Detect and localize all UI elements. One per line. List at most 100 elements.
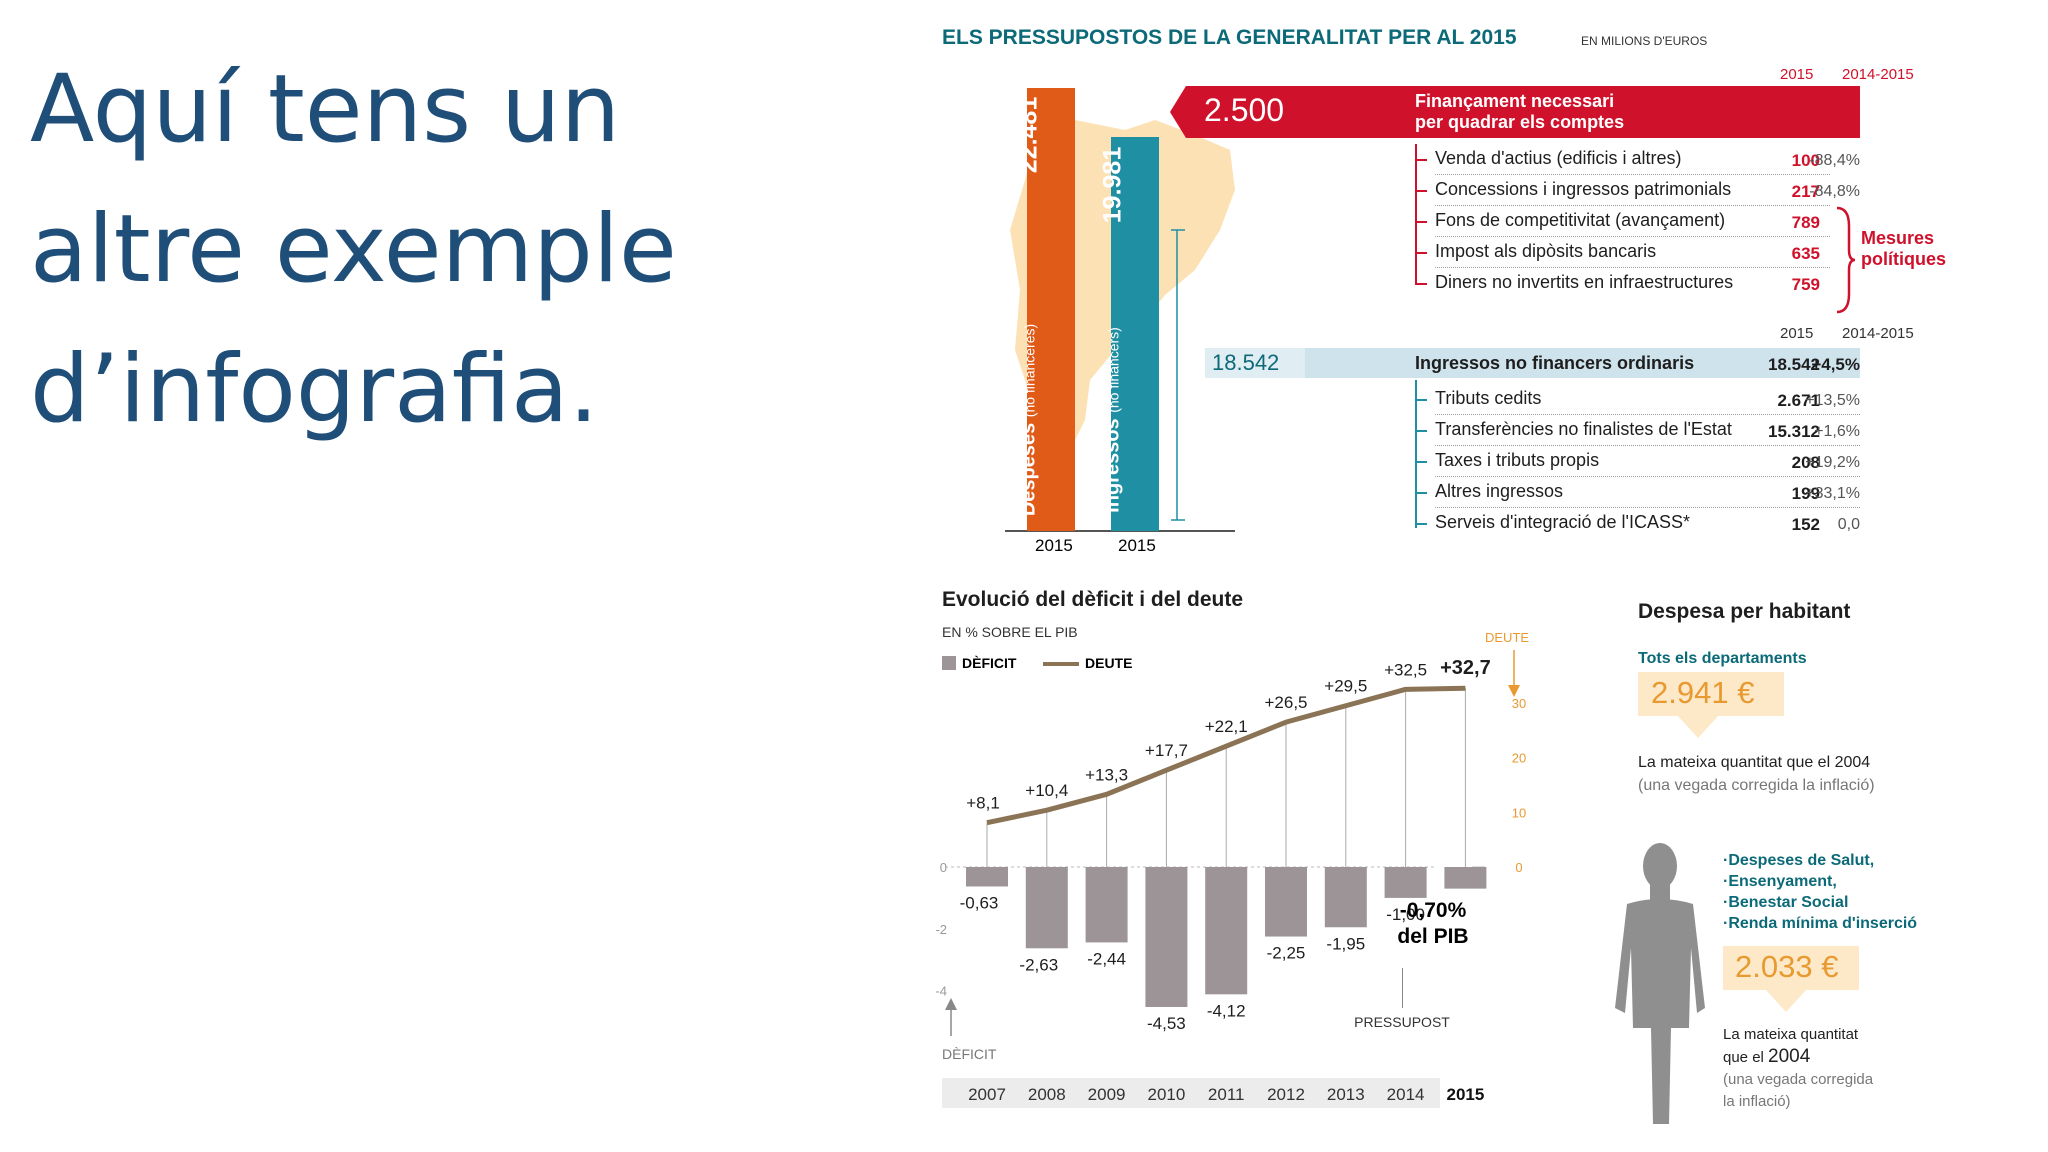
- ordinary-amount-bg: [1205, 348, 1305, 378]
- financing-item-label: Fons de competitivitat (avançament): [1435, 210, 1726, 230]
- row-divider: [1435, 205, 1830, 206]
- right-tick-label: 20: [1512, 751, 1526, 766]
- debt-axis-title: DEUTE: [1485, 630, 1530, 645]
- income-value: 19.981: [1098, 146, 1127, 224]
- person-silhouette: [1615, 843, 1705, 1124]
- financing-item-value: 217: [1791, 182, 1820, 201]
- year-label: 2012: [1267, 1085, 1305, 1104]
- deficit-value-label: -1,00: [1386, 905, 1425, 924]
- year-label: 2014: [1387, 1085, 1425, 1104]
- slide-title: Aquí tens un altre exemple d’infografia.: [30, 55, 677, 444]
- row-divider: [1435, 445, 1860, 446]
- row-divider: [1435, 507, 1860, 508]
- right-tick-label: 0: [1515, 860, 1522, 875]
- year-label: 2008: [1028, 1085, 1066, 1104]
- all-value-arrow: [1678, 716, 1718, 738]
- row-divider: [1435, 174, 1830, 175]
- row-tick: [1415, 461, 1427, 463]
- ordinary-item-value: 15.312: [1768, 422, 1820, 441]
- deficit-value-label: -2,63: [1019, 955, 1058, 974]
- financing-item-label: Concessions i ingressos patrimonials: [1435, 179, 1732, 199]
- deficit-value-label: -2,25: [1267, 944, 1306, 963]
- debt-value-label: +32,7: [1440, 657, 1491, 679]
- policy-brace: [1836, 206, 1856, 314]
- infographic: ELS PRESSUPOSTOS DE LA GENERALITAT PER A…: [925, 0, 2048, 1152]
- debt-value-label: +26,5: [1264, 693, 1307, 712]
- financing-item-value: 789: [1791, 213, 1820, 232]
- expenses-value: 22.481: [1014, 96, 1043, 174]
- department-item: ·Ensenyament,: [1723, 873, 1837, 890]
- ordinary-bracket: [1415, 380, 1417, 528]
- financing-item-value: 100: [1791, 151, 1820, 170]
- ordinary-item-value: 152: [1791, 515, 1820, 534]
- debt-value-label: +10,4: [1025, 781, 1068, 800]
- financing-item-label: Diners no invertits en infraestructures: [1435, 272, 1734, 292]
- financing-item-change: -84,8%: [1809, 183, 1860, 200]
- financing-change: +9,0%: [1865, 106, 1914, 125]
- financing-item-change: -88,4%: [1809, 152, 1860, 169]
- all-value-box: [1638, 672, 1784, 716]
- year-axis-bg: [942, 1078, 1440, 1108]
- deficit-value-label: -4,53: [1147, 1014, 1186, 1033]
- budget-note-line: [1402, 968, 1403, 1008]
- financing-bracket: [1415, 144, 1417, 284]
- year-label: 2013: [1327, 1085, 1365, 1104]
- ordinary-row-bg: [1205, 348, 1860, 378]
- dept-value-box: [1723, 946, 1859, 990]
- debt-value-label: +22,1: [1205, 717, 1248, 736]
- policy-note: Mesures polítiques: [1861, 228, 1946, 269]
- debt-value-label: +17,7: [1145, 741, 1188, 760]
- deficit-value-label: -0,63: [960, 893, 999, 912]
- deficit-bar: [1205, 867, 1248, 995]
- ordinary-item-change: +13,5%: [1805, 392, 1860, 409]
- deficit-axis-label: DÈFICIT: [942, 1046, 997, 1062]
- dept-value: 2.033 €: [1735, 949, 1839, 984]
- ordinary-item-change: 0,0: [1837, 516, 1860, 533]
- ordinary-item-change: +33,1%: [1805, 485, 1860, 502]
- debt-value-label: +8,1: [966, 794, 1000, 813]
- department-item: ·Renda mínima d'inserció: [1723, 915, 1918, 932]
- department-item: ·Despeses de Salut,: [1723, 852, 1875, 869]
- year-label: 2010: [1147, 1085, 1185, 1104]
- ordinary-item-value: 199: [1791, 484, 1820, 503]
- last-deficit-label: -0,70% del PIB: [1397, 899, 1469, 948]
- financing-item-label: Impost als dipòsits bancaris: [1435, 241, 1657, 261]
- deficit-value-label: -4,12: [1207, 1001, 1246, 1020]
- row-tick: [1415, 221, 1427, 223]
- expenses-year: 2015: [1035, 536, 1073, 555]
- department-item: ·Benestar Social: [1723, 894, 1849, 911]
- chart-title: Evolució del dèficit i del deute: [942, 588, 1244, 611]
- income-label: Ingressos (no financers): [1101, 327, 1124, 513]
- row-tick: [1415, 252, 1427, 254]
- row-divider: [1435, 267, 1830, 268]
- dept-note: La mateixa quantitat que el 2004 (una ve…: [1723, 1026, 1874, 1110]
- ordinary-item-label: Taxes i tributs propis: [1435, 450, 1600, 470]
- legend-deficit-swatch: [942, 656, 956, 670]
- year-label: 2009: [1088, 1085, 1126, 1104]
- budget-note: PRESSUPOST: [1354, 1014, 1450, 1030]
- row-divider: [1435, 414, 1860, 415]
- legend-debt-swatch: [1043, 662, 1079, 666]
- deficit-bar: [1444, 867, 1487, 889]
- deficit-axis-arrowhead: [945, 998, 957, 1010]
- left-tick-label: -4: [935, 984, 947, 999]
- deficit-bar: [1324, 867, 1367, 928]
- deficit-bar: [1384, 867, 1427, 898]
- financing-banner: [1170, 86, 1860, 138]
- col-header-change: 2014-2015: [1842, 66, 1914, 83]
- all-note-line1: La mateixa quantitat que el 2004: [1638, 754, 1871, 771]
- deficit-value-label: -2,44: [1087, 949, 1126, 968]
- financing-item-label: Venda d'actius (edificis i altres): [1435, 148, 1682, 168]
- all-note-line2: (una vegada corregida la inflació): [1638, 777, 1875, 794]
- ordinary-label: Ingressos no financers ordinaris: [1415, 353, 1695, 373]
- left-tick-label: -2: [935, 922, 947, 937]
- ordinary-item-value: 208: [1791, 453, 1820, 472]
- col-header-year: 2015: [1780, 66, 1814, 83]
- ordinary-amount: 18.542: [1212, 350, 1280, 375]
- income-bar: [1111, 137, 1159, 531]
- ordinary-item-value: 2.671: [1777, 391, 1820, 410]
- expenses-label: Despeses (no financeres): [1017, 323, 1040, 517]
- infographic-title: ELS PRESSUPOSTOS DE LA GENERALITAT PER A…: [942, 26, 1517, 49]
- ordinary-item-change: +1,6%: [1814, 423, 1860, 440]
